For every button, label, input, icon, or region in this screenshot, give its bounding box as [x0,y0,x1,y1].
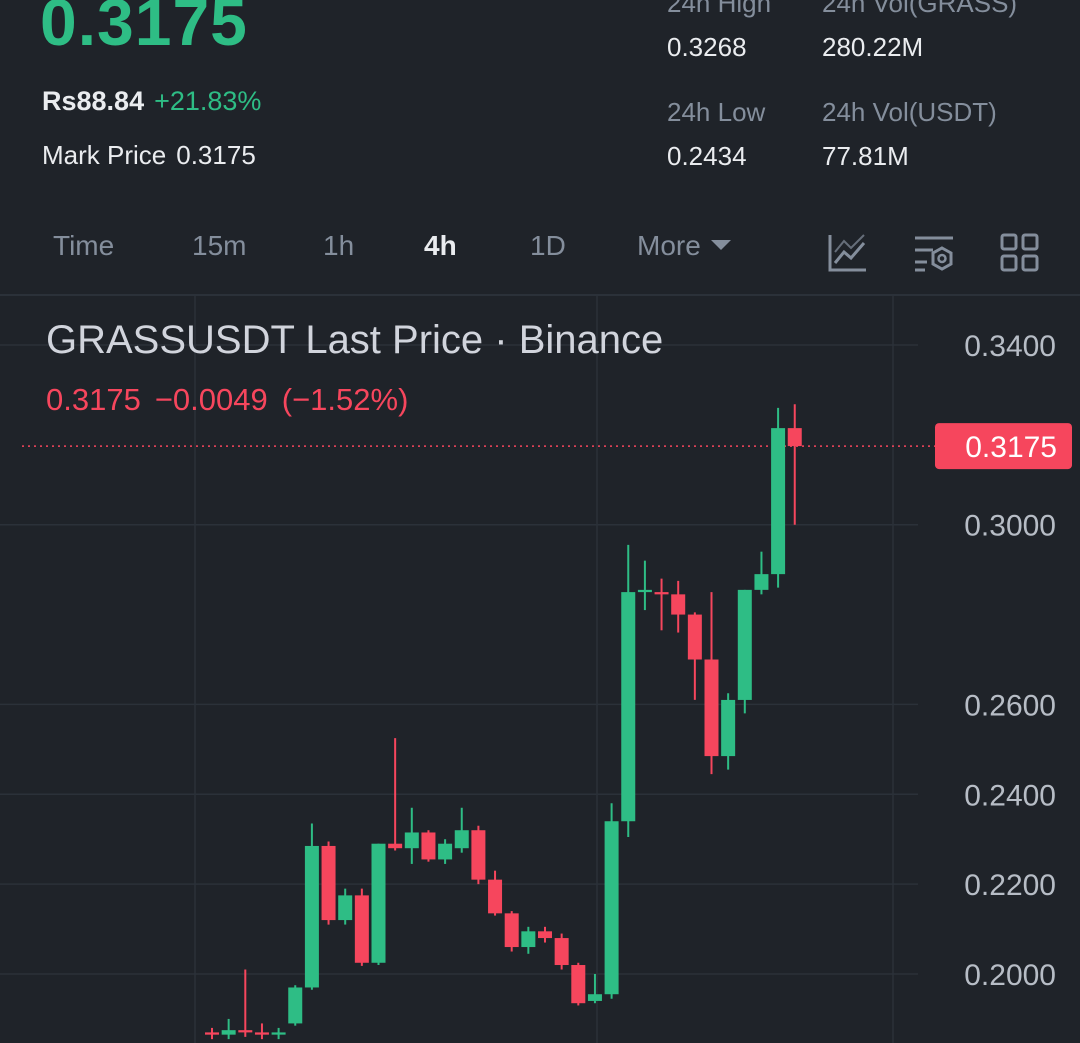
low-value: 0.2434 [667,141,747,171]
candle-body [654,592,669,595]
y-axis-label: 0.2000 [964,959,1056,992]
chevron-down-icon [710,239,731,250]
candle-body [704,659,719,757]
candle-body [637,589,652,593]
candle-body [554,938,569,966]
candle-body [538,931,552,939]
candle-body [421,832,436,860]
vol-quote-label: 24h Vol(USDT) [822,97,997,127]
candle-body [621,592,636,822]
candle-body [488,879,503,914]
candle-body [687,614,702,660]
candle-body [671,594,686,615]
legend-change-pct: (−1.52%) [281,382,409,417]
fiat-price-row: Rs88.84 +21.83% [42,86,261,117]
chart-legend-values: 0.3175 −0.0049 (−1.52%) [46,382,422,418]
current-price-tag-label: 0.3175 [965,431,1057,464]
candle-body [304,845,319,988]
candle-body [604,821,619,995]
candle-body [521,931,536,948]
y-axis-label: 0.3400 [964,330,1056,363]
candle-body [737,589,752,700]
y-axis-label: 0.2200 [964,869,1056,902]
fiat-price: Rs88.84 [42,86,145,116]
current-price-tag [935,423,1072,470]
legend-change: −0.0049 [154,382,268,417]
candle-body [754,574,769,590]
chart-legend-title: GRASSUSDT Last Price · Binance [46,318,664,362]
candle-body [338,895,353,921]
candle-body [205,1032,219,1035]
vol-base-label: 24h Vol(GRASS) [822,0,1018,18]
mark-price-row: Mark Price 0.3175 [42,140,256,171]
header-divider [0,294,1080,296]
candle-body [571,965,586,1004]
tab-more-label: More [637,230,701,261]
last-price: 0.3175 [40,0,248,59]
tab-more[interactable]: More [637,230,731,262]
candle-body [221,1030,236,1035]
tab-15m[interactable]: 15m [192,230,247,261]
chart-settings-icon[interactable] [913,232,955,274]
candle-body [471,830,486,880]
vol-base-value: 280.22M [822,32,924,62]
candle-body [321,845,336,921]
tab-1d[interactable]: 1D [530,230,566,261]
candle-body [238,1030,253,1033]
candle-body [721,699,736,757]
candle-body [388,843,403,849]
y-axis-label: 0.3000 [964,510,1056,543]
candle-body [354,895,369,963]
candle-body [254,1032,269,1035]
mark-price-label: Mark Price [42,140,167,170]
candle-body [288,987,303,1024]
y-axis-label: 0.2600 [964,689,1056,722]
y-axis-label: 0.2400 [964,779,1056,812]
candle-body [587,994,602,1001]
interval-tabs: Time 15m 1h 4h 1D More [0,230,1080,280]
candle-body [504,913,519,948]
legend-price: 0.3175 [46,382,141,417]
candle-body [371,843,386,963]
low-label: 24h Low [667,97,766,127]
vol-quote-value: 77.81M [822,141,909,171]
high-label: 24h High [667,0,772,18]
candlestick-chart[interactable]: 0.3400 0.3000 0.2600 0.2400 0.2200 0.2000 0.31… [0,296,1080,1043]
tab-4h[interactable]: 4h [424,230,457,261]
mark-price-value: 0.3175 [176,140,256,170]
candle-body [404,832,419,849]
candle-body [438,843,453,860]
candle-body [787,428,802,447]
candle-body [771,428,786,575]
indicator-chart-icon[interactable] [827,232,869,274]
layout-grid-icon[interactable] [999,232,1041,274]
change-percent: +21.83% [154,86,262,116]
candle-body [271,1032,286,1035]
tab-time[interactable]: Time [53,230,115,261]
tab-1h[interactable]: 1h [323,230,355,261]
high-value: 0.3268 [667,32,747,62]
candle-body [454,830,469,849]
